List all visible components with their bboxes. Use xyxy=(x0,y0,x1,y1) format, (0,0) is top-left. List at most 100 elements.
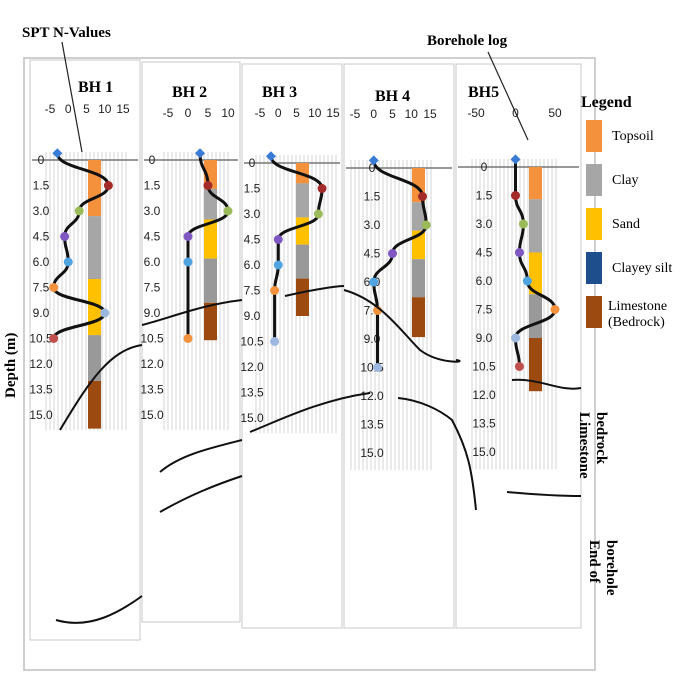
borehole-title: BH 4 xyxy=(375,88,410,105)
borehole-panel: BH 1-5 0 5 10 1501.53.04.56.07.59.010.512.01… xyxy=(29,59,141,641)
spt-marker xyxy=(183,257,193,267)
legend-label-cont: (Bedrock) xyxy=(608,315,665,330)
spt-marker xyxy=(313,209,323,219)
legend-label: Topsoil xyxy=(612,129,654,144)
soil-layer-sand xyxy=(204,219,217,259)
depth-tick-label: 4.5 xyxy=(244,233,261,247)
depth-tick-label: 12.0 xyxy=(360,389,384,403)
spt-marker xyxy=(373,363,382,372)
depth-tick-label: 15.0 xyxy=(360,446,384,460)
spt-marker xyxy=(317,184,327,193)
spt-marker xyxy=(511,191,520,200)
depth-tick-label: 9.0 xyxy=(476,331,493,345)
depth-tick-label: 6.0 xyxy=(144,255,161,269)
spt-marker xyxy=(514,248,524,257)
depth-tick-label: 15.0 xyxy=(29,408,53,422)
limestone-bedrock-annotation: Limestonebedrock xyxy=(576,412,609,479)
spt-marker xyxy=(273,260,283,270)
spt-marker xyxy=(270,286,280,295)
depth-tick-label: 12.0 xyxy=(140,357,164,371)
strata-contact-line xyxy=(506,491,582,497)
legend-swatch xyxy=(586,252,602,284)
borehole-log-pointer-line xyxy=(487,51,529,141)
depth-tick-label: 7.5 xyxy=(33,281,50,295)
depth-tick-label: 13.5 xyxy=(360,418,384,432)
spt-tick-label: 10 xyxy=(405,107,419,121)
soil-layer-limestone xyxy=(204,302,217,341)
diagram-frame xyxy=(23,57,596,671)
spt-tick-label: 5 xyxy=(293,106,300,120)
depth-tick-label: 1.5 xyxy=(144,179,161,193)
end-of-borehole-annotation: End ofborehole xyxy=(586,540,619,596)
spt-marker xyxy=(52,148,63,159)
depth-tick-label: 3.0 xyxy=(33,204,50,218)
spt-tick-label: 10 xyxy=(308,106,322,120)
depth-tick-label: 1.5 xyxy=(364,190,381,204)
depth-tick-label: 0 xyxy=(369,161,376,175)
spt-marker xyxy=(60,232,70,241)
spt-marker xyxy=(183,334,193,343)
depth-tick-label: 9.0 xyxy=(244,309,261,323)
strata-contact-line xyxy=(284,285,345,297)
spt-tick-label: 10 xyxy=(221,106,235,120)
strata-contact-line xyxy=(343,289,461,363)
strata-contact-line xyxy=(397,397,477,511)
depth-tick-label: 12.0 xyxy=(240,360,264,374)
depth-tick-label: 7.5 xyxy=(144,281,161,295)
borehole-panel: BH 2-5 0 5 1001.53.04.56.07.59.010.512.013.… xyxy=(140,61,241,623)
spt-tick-label: 0 xyxy=(65,102,72,116)
depth-tick-label: 1.5 xyxy=(476,189,493,203)
spt-marker xyxy=(522,276,532,286)
strata-contact-line xyxy=(511,378,582,390)
spt-marker xyxy=(203,181,213,190)
spt-tick-label: 10 xyxy=(98,102,112,116)
depth-tick-label: 9.0 xyxy=(33,306,50,320)
spt-marker xyxy=(223,206,233,216)
soil-layer-sand xyxy=(529,252,542,295)
spt-tick-label: 5 xyxy=(205,106,212,120)
spt-tick-label: -5 xyxy=(163,106,174,120)
depth-tick-label: 13.5 xyxy=(472,417,496,431)
soil-layer-clayey silt xyxy=(296,244,309,279)
depth-tick-label: 0 xyxy=(149,153,156,167)
depth-tick-label: 1.5 xyxy=(244,182,261,196)
depth-tick-label: 7.5 xyxy=(244,284,261,298)
legend-label: Sand xyxy=(612,217,640,232)
legend-label: Clay xyxy=(612,173,638,188)
legend-label: Limestone xyxy=(608,299,667,314)
spt-tick-label: -5 xyxy=(45,102,56,116)
borehole-panel: BH 4-505101501.53.04.56.07.59.010.512.01… xyxy=(343,63,455,629)
spt-tick-label: -5 xyxy=(255,106,266,120)
depth-tick-label: 15.0 xyxy=(240,411,264,425)
spt-marker xyxy=(518,219,528,229)
legend-label: Clayey silt xyxy=(612,261,672,276)
strata-contact-line xyxy=(159,475,243,513)
borehole-panel: BH5-5005001.53.04.56.07.59.010.512.013.5… xyxy=(455,63,582,629)
depth-tick-label: 10.5 xyxy=(240,335,264,349)
depth-tick-label: 12.0 xyxy=(29,357,53,371)
soil-layer-limestone xyxy=(88,381,101,429)
spt-tick-label: 15 xyxy=(116,102,130,116)
depth-tick-label: 6.0 xyxy=(476,274,493,288)
borehole-panel: BH 3-5 0 5 10 1501.53.04.56.07.59.010.512.01… xyxy=(240,63,343,629)
depth-tick-label: 6.0 xyxy=(244,258,261,272)
depth-tick-label: 15.0 xyxy=(472,445,496,459)
spt-tick-label: 0 xyxy=(185,106,192,120)
depth-tick-label: 10.5 xyxy=(140,332,164,346)
spt-marker xyxy=(388,249,397,258)
depth-tick-label: 3.0 xyxy=(244,207,261,221)
legend-title: Legend xyxy=(581,94,632,111)
spt-tick-label: 5 xyxy=(83,102,90,116)
spt-marker xyxy=(49,334,59,343)
depth-tick-label: 1.5 xyxy=(33,179,50,193)
soil-layer-clay xyxy=(88,216,101,279)
soil-layer-topsoil xyxy=(88,160,101,217)
strata-contact-line xyxy=(55,595,143,624)
depth-tick-label: 13.5 xyxy=(140,383,164,397)
borehole-title: BH 1 xyxy=(78,79,113,96)
spt-marker xyxy=(183,232,193,241)
soil-layer-topsoil xyxy=(529,167,542,200)
spt-marker xyxy=(421,220,431,230)
borehole-title: BH 3 xyxy=(262,84,297,101)
spt-tick-label: -5 xyxy=(350,107,361,121)
